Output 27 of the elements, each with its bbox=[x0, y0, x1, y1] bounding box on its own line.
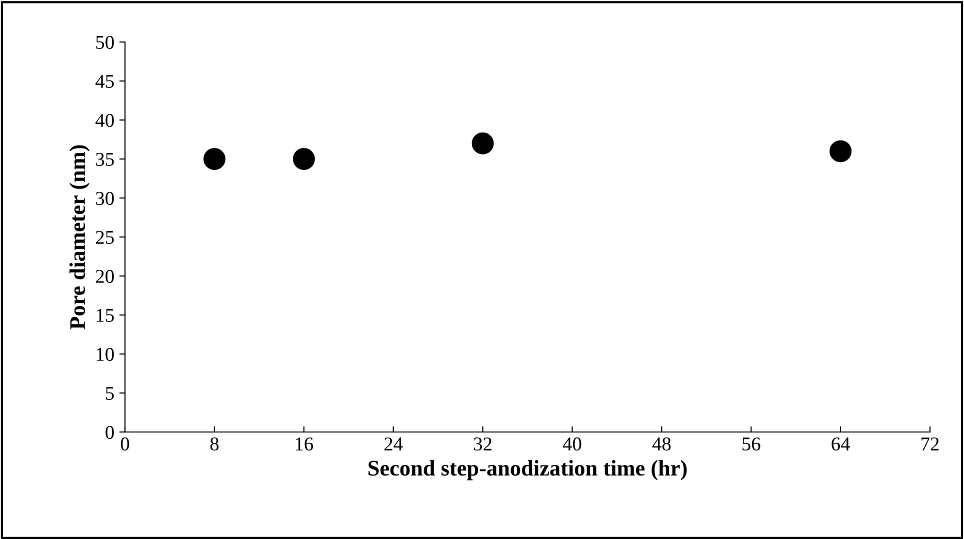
x-tick-label: 40 bbox=[562, 437, 582, 451]
y-tick-label: 20 bbox=[96, 270, 114, 283]
x-tick-label: 16 bbox=[296, 437, 314, 451]
x-tick-label: 24 bbox=[384, 437, 403, 450]
y-tick-label: 45 bbox=[96, 74, 114, 88]
point bbox=[472, 132, 494, 154]
y-tick-label: 5 bbox=[106, 387, 114, 400]
y-tick-label: 30 bbox=[96, 192, 114, 205]
y-tick-label: 0 bbox=[106, 426, 114, 439]
x-tick-label: 0 bbox=[120, 437, 130, 451]
point bbox=[292, 148, 315, 170]
y-tick-label: 35 bbox=[96, 152, 114, 166]
x-tick-label: 56 bbox=[742, 437, 760, 451]
point bbox=[830, 140, 852, 162]
y-tick-label: 50 bbox=[96, 36, 114, 49]
y-tick-label: 10 bbox=[96, 348, 114, 361]
y-tick-label: 25 bbox=[96, 230, 114, 244]
y-tick-label: 15 bbox=[96, 308, 114, 322]
point bbox=[203, 148, 226, 170]
x-tick-label: 72 bbox=[922, 437, 939, 450]
y-axis-title: Pore diameter (nm) bbox=[69, 145, 90, 330]
x-axis-title: Second step-anodization time (hr) bbox=[368, 460, 687, 480]
x-tick-label: 48 bbox=[652, 437, 671, 451]
x-tick-label: 64 bbox=[832, 437, 850, 451]
y-tick-label: 40 bbox=[96, 114, 114, 127]
x-tick-label: 32 bbox=[474, 437, 492, 451]
x-tick-label: 8 bbox=[210, 437, 219, 451]
